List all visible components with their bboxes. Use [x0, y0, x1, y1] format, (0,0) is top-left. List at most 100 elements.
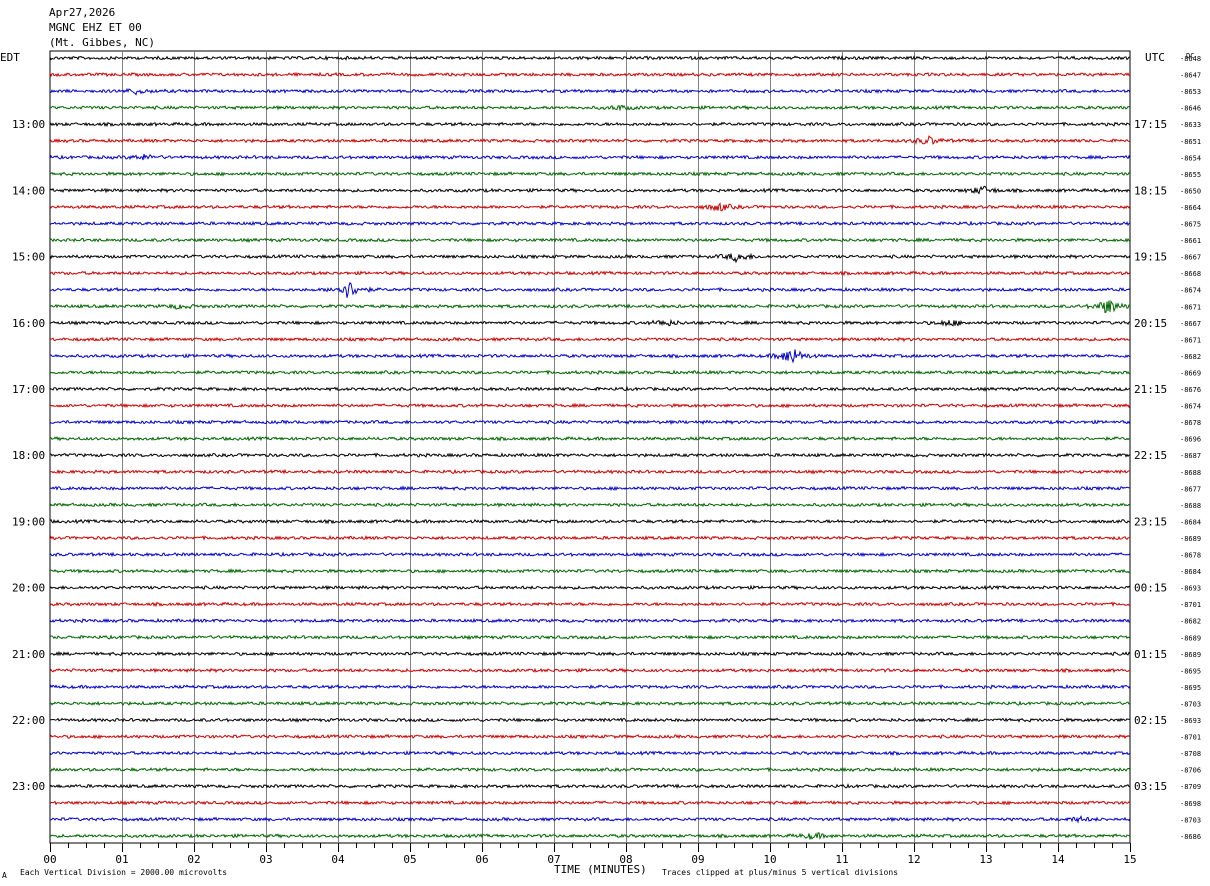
- dc-offset-label: -8671: [1180, 303, 1201, 311]
- dc-offset-label: -8693: [1180, 717, 1201, 725]
- x-tick-label: 02: [187, 853, 200, 866]
- trace-row-33: [49, 601, 1131, 608]
- x-tick-label: 09: [691, 853, 704, 866]
- trace-row-44: [49, 783, 1131, 790]
- x-axis-title: TIME (MINUTES): [554, 863, 647, 876]
- dc-offset-label: -8709: [1180, 783, 1201, 791]
- trace-row-2: [49, 87, 1131, 96]
- x-axis: 00 01 02 03 04 05 06 07 08 09 10 11 12 13 14 15: [43, 843, 1137, 866]
- trace-row-21: [49, 402, 1131, 409]
- dc-offset-label: -8671: [1180, 336, 1201, 344]
- trace-row-23: [49, 435, 1131, 442]
- dc-offset-label: -8701: [1180, 601, 1201, 609]
- x-tick-label: 11: [835, 853, 848, 866]
- right-hour-label: 17:15: [1134, 118, 1167, 131]
- trace-row-37: [49, 667, 1131, 674]
- x-tick-label: 00: [43, 853, 56, 866]
- trace-row-17: [50, 336, 1131, 343]
- x-tick-label: 01: [115, 853, 128, 866]
- dc-offset-label: -8655: [1180, 171, 1201, 179]
- right-hour-label: 19:15: [1134, 251, 1167, 264]
- x-tick-label: 13: [979, 853, 992, 866]
- left-hour-label: 19:00: [12, 515, 45, 528]
- trace-row-25: [50, 468, 1131, 475]
- trace-row-45: [49, 799, 1131, 806]
- trace-row-6: [49, 153, 1131, 161]
- x-tick-label: 14: [1051, 853, 1065, 866]
- dc-offset-label: -8653: [1180, 88, 1201, 96]
- left-hour-labels: 13:00 14:00 15:00 16:00 17:00 18:00 19:00 20:00…: [12, 118, 45, 793]
- right-hour-label: 21:15: [1134, 383, 1167, 396]
- dc-offset-label: -8650: [1180, 187, 1201, 195]
- dc-offset-label: -8684: [1180, 568, 1201, 576]
- trace-row-42: [49, 750, 1131, 757]
- plot-frame: [49, 50, 1131, 844]
- trace-row-24: [49, 452, 1131, 459]
- trace-row-22: [49, 419, 1131, 426]
- left-hour-label: 23:00: [12, 780, 45, 793]
- trace-row-38: [49, 683, 1131, 690]
- clip-note: Traces clipped at plus/minus 5 vertical …: [662, 868, 898, 877]
- dc-offset-label: -8661: [1180, 237, 1201, 245]
- dc-offset-label: -8695: [1180, 667, 1201, 675]
- trace-row-12: [49, 252, 1131, 264]
- right-hour-label: 00:15: [1134, 582, 1167, 595]
- left-hour-label: 20:00: [12, 582, 45, 595]
- dc-offset-label: -8682: [1180, 618, 1201, 626]
- trace-row-35: [49, 634, 1131, 641]
- trace-row-20: [49, 385, 1131, 392]
- x-tick-label: 08: [619, 853, 632, 866]
- dc-offset-label: -8703: [1180, 700, 1201, 708]
- trace-row-31: [49, 568, 1131, 574]
- trace-row-11: [49, 237, 1131, 243]
- right-hour-label: 01:15: [1134, 648, 1167, 661]
- left-hour-label: 21:00: [12, 648, 45, 661]
- dc-offset-label: -8701: [1180, 734, 1201, 742]
- dc-offset-label: -8689: [1180, 651, 1201, 659]
- dc-offset-label: -8648: [1180, 55, 1201, 63]
- x-tick-label: 04: [331, 853, 345, 866]
- minute-grid: [49, 50, 1131, 844]
- dc-offset-label: -8646: [1180, 105, 1201, 113]
- trace-row-15: [49, 299, 1131, 314]
- right-hour-label: 23:15: [1134, 515, 1167, 528]
- trace-row-34: [49, 617, 1131, 624]
- left-hour-label: 17:00: [12, 383, 45, 396]
- trace-row-19: [49, 369, 1130, 376]
- right-hour-label: 18:15: [1134, 184, 1167, 197]
- trace-row-4: [49, 121, 1131, 128]
- trace-row-14: [49, 281, 1131, 298]
- trace-row-40: [49, 716, 1131, 723]
- dc-offset-label: -8686: [1180, 833, 1201, 841]
- dc-offset-label: -8684: [1180, 518, 1201, 526]
- scale-note: Each Vertical Division = 2000.00 microvo…: [20, 868, 227, 877]
- x-tick-label: 03: [259, 853, 272, 866]
- corner-mark: A: [2, 871, 7, 880]
- dc-offset-label: -8668: [1180, 270, 1201, 278]
- trace-row-27: [49, 502, 1131, 508]
- right-hour-label: 03:15: [1134, 780, 1167, 793]
- dc-header-label: DC: [1186, 52, 1194, 60]
- dc-offset-label: -8695: [1180, 684, 1201, 692]
- trace-row-32: [49, 584, 1131, 591]
- trace-row-13: [49, 270, 1131, 277]
- right-hour-label: 20:15: [1134, 317, 1167, 330]
- trace-row-29: [49, 534, 1130, 541]
- trace-row-18: [50, 349, 1131, 364]
- left-timezone-label: EDT: [0, 51, 20, 64]
- trace-row-41: [49, 733, 1131, 740]
- trace-row-8: [49, 185, 1131, 195]
- right-hour-label: 02:15: [1134, 714, 1167, 727]
- trace-row-3: [49, 104, 1130, 112]
- trace-row-5: [49, 135, 1131, 145]
- dc-offset-label: -8674: [1180, 287, 1201, 295]
- x-tick-label: 05: [403, 853, 416, 866]
- trace-row-39: [49, 700, 1131, 707]
- trace-row-46: [49, 814, 1131, 824]
- header-location: (Mt. Gibbes, NC): [49, 36, 155, 49]
- trace-row-1: [49, 71, 1131, 78]
- dc-offset-label: -8633: [1180, 121, 1201, 129]
- trace-row-36: [49, 650, 1131, 657]
- dc-offset-label: -8703: [1180, 816, 1201, 824]
